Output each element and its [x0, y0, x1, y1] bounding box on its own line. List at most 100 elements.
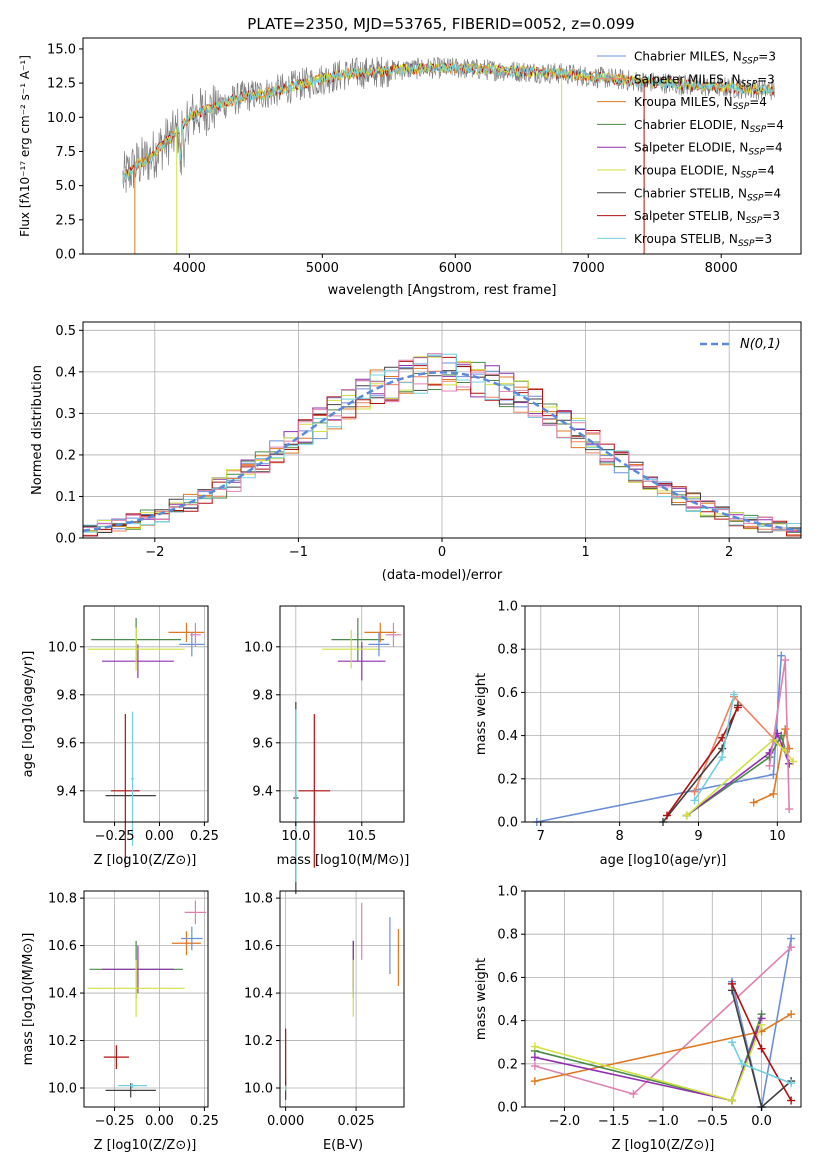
y-tick-label: 9.4 — [252, 784, 273, 799]
x-tick-label: 5000 — [306, 261, 339, 276]
x-tick-label: 0.0 — [751, 1114, 772, 1129]
data-point — [172, 931, 201, 956]
residuals-xlabel: (data-model)/error — [382, 568, 503, 583]
series-marker — [787, 934, 796, 943]
series-marker — [781, 656, 790, 664]
panel-spectrum: 4000 5000 6000 7000 8000 0.0 2.5 5.0 7.5 10.0 12.5… — [18, 37, 802, 298]
y-tick-label: 0.3 — [55, 407, 76, 422]
y-tick-label: 10.6 — [48, 939, 77, 954]
data-point — [181, 926, 203, 951]
legend-label: Kroupa STELIB, NSSP=3 — [634, 232, 772, 249]
data-point — [130, 711, 135, 846]
legend-label: Kroupa MILES, NSSP=4 — [634, 95, 767, 112]
series-marker — [530, 1053, 539, 1062]
y-tick-label: 15.0 — [47, 42, 76, 57]
panel-mass-vs-EBV: 0.000 0.025 10.0 10.2 10.4 10.6 10.8 E(B-V) — [244, 890, 405, 1153]
x-tick-label: 1 — [581, 545, 589, 560]
panel-massweight-vs-Z: −2.0 −1.5 −1.0 −0.5 0.0 0.0 0.2 0.4 0.6 0.8 1.0 Z … — [474, 885, 802, 1153]
y-tick-label: 0.8 — [497, 643, 518, 658]
series-marker — [733, 703, 742, 712]
panel-age-vs-mass: 10.0 10.5 9.4 9.6 9.8 10.0 mass [log10(M/M⊙)] — [244, 605, 409, 894]
series-marker — [781, 725, 790, 734]
massZ-xlabel: Z [log10(Z/Z⊙)] — [94, 1138, 197, 1153]
residuals-legend: N(0,1) — [700, 337, 781, 352]
massebv-xlabel: E(B-V) — [323, 1138, 363, 1153]
y-tick-label: 5.0 — [55, 179, 76, 194]
series-line — [534, 1013, 763, 1102]
y-tick-label: 9.6 — [252, 736, 273, 751]
series-marker — [530, 1077, 539, 1086]
series-marker — [757, 1044, 766, 1053]
series-marker — [690, 787, 699, 796]
gauss-legend-label: N(0,1) — [740, 337, 781, 352]
data-point — [368, 632, 390, 657]
series-marker — [757, 1020, 766, 1029]
data-point — [87, 627, 185, 671]
y-tick-label: 10.0 — [48, 1082, 77, 1097]
y-tick-label: 0.8 — [497, 928, 518, 943]
x-tick-label: 9 — [694, 829, 702, 844]
series-marker — [787, 1010, 796, 1019]
spectrum-xlabel: wavelength [Angstrom, rest frame] — [328, 283, 557, 298]
series-line — [686, 738, 794, 817]
x-tick-label: 6000 — [439, 261, 472, 276]
figure-title: PLATE=2350, MJD=53765, FIBERID=0052, z=0… — [247, 15, 634, 33]
series-marker — [690, 796, 699, 805]
x-tick-label: 0.000 — [267, 1114, 304, 1129]
mwage-xlabel: age [log10(age/yr)] — [600, 853, 727, 868]
y-tick-label: 0.4 — [497, 1014, 518, 1029]
data-point — [110, 714, 140, 868]
y-tick-label: 9.8 — [252, 688, 273, 703]
series-marker — [787, 943, 796, 952]
gaussian-curve — [82, 371, 802, 532]
series-marker — [718, 733, 727, 742]
series-marker — [728, 979, 736, 988]
data-point — [168, 622, 205, 642]
x-tick-label: −1.5 — [598, 1114, 630, 1129]
spectrum-ylabel: Flux [fλ10⁻¹⁷ erg cm⁻² s⁻¹ A⁻¹] — [18, 55, 32, 237]
panel-residuals: −2 −1 0 1 2 0.0 0.1 0.2 0.3 0.4 0.5 (data-model)/e… — [30, 321, 802, 583]
y-tick-label: 1.0 — [497, 600, 518, 615]
data-point — [101, 644, 174, 678]
data-point — [179, 632, 205, 657]
panel-massweight-vs-age: 7 8 9 10 0.0 0.2 0.4 0.6 0.8 1.0 age [log10(age/y… — [474, 600, 802, 868]
series-marker — [718, 753, 727, 762]
series-marker — [662, 811, 671, 820]
y-tick-label: 2.5 — [55, 213, 76, 228]
x-tick-label: 0.00 — [145, 1114, 174, 1129]
legend-label: Salpeter ELODIE, NSSP=4 — [634, 141, 783, 158]
y-tick-label: 1.0 — [497, 885, 518, 900]
series-marker — [729, 690, 738, 699]
y-tick-label: 0.2 — [55, 448, 76, 463]
series-marker — [728, 1096, 736, 1105]
series-marker — [749, 798, 758, 807]
y-tick-label: 10.0 — [244, 1082, 273, 1097]
data-point — [190, 622, 201, 647]
y-tick-label: 0.0 — [55, 248, 76, 263]
x-tick-label: −0.25 — [95, 1114, 135, 1129]
ageZ-ylabel: age [log10(age/yr)] — [21, 651, 36, 778]
data-point — [385, 622, 402, 647]
data-point — [294, 709, 298, 882]
y-tick-label: 10.8 — [48, 892, 77, 907]
y-tick-label: 10.2 — [48, 1034, 77, 1049]
x-tick-label: 4000 — [173, 261, 206, 276]
series-line — [666, 707, 739, 816]
series-line — [534, 1024, 763, 1102]
y-tick-label: 10.6 — [244, 939, 273, 954]
legend-label: Salpeter STELIB, NSSP=3 — [634, 209, 780, 226]
data-point — [101, 945, 174, 994]
x-tick-label: 10.0 — [281, 829, 310, 844]
series-marker — [785, 805, 794, 814]
x-tick-label: −0.5 — [696, 1114, 728, 1129]
ageZ-xlabel: Z [log10(Z/Z⊙)] — [94, 853, 197, 868]
data-point — [322, 630, 381, 669]
y-tick-label: 10.2 — [244, 1034, 273, 1049]
x-tick-label: −0.25 — [95, 829, 135, 844]
y-tick-label: 9.8 — [56, 688, 77, 703]
y-tick-label: 0.0 — [497, 816, 518, 831]
data-point — [184, 900, 207, 925]
x-tick-label: −1.0 — [647, 1114, 679, 1129]
mwZ-ylabel: mass weight — [474, 958, 489, 1040]
